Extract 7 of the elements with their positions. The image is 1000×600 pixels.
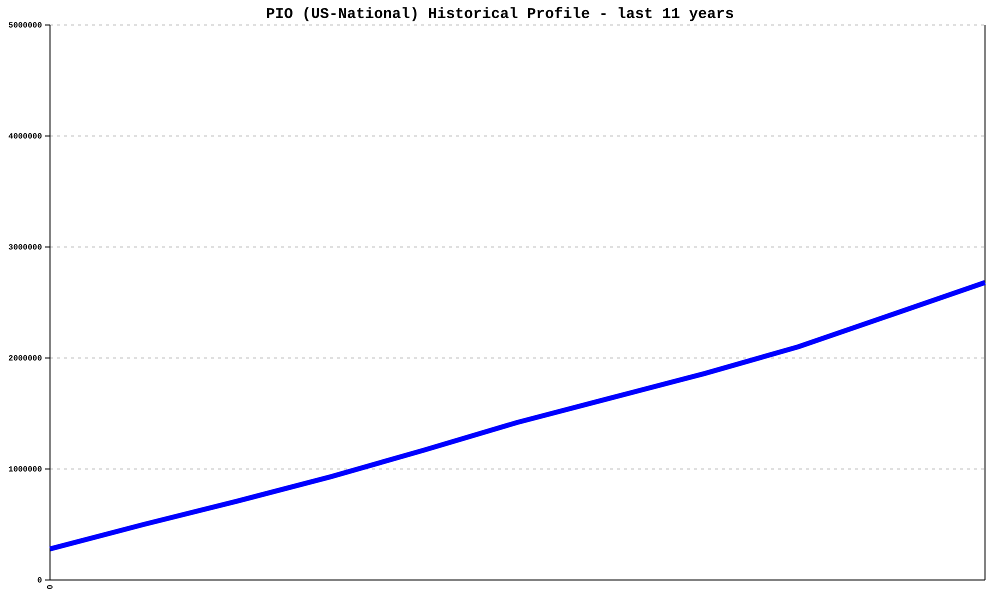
y-tick-label: 1000000 [8,466,42,475]
y-tick-label: 3000000 [8,244,42,253]
category-label: 0 [45,584,54,590]
y-tick-label: 2000000 [8,354,42,364]
y-tick-label: 4000000 [8,132,42,142]
chart-title: PIO (US-National) Historical Profile - last 11 years [266,6,734,23]
y-tick-label: 5000000 [8,22,42,31]
